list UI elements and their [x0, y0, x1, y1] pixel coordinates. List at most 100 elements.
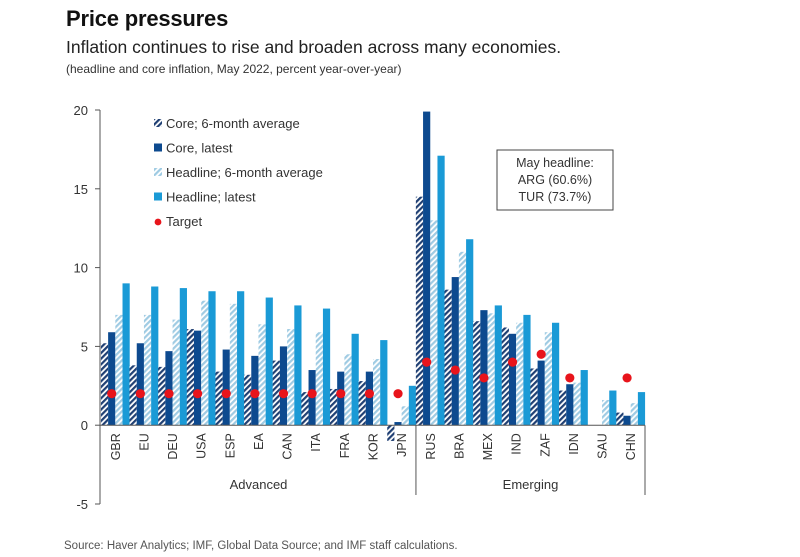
annotation-line-3: TUR (73.7%) [519, 190, 592, 204]
x-tick-label: CAN [281, 433, 295, 459]
target-dot-fra [336, 389, 346, 399]
y-axis: -5 0 5 10 15 20 [74, 103, 101, 512]
bar-core_latest-eu [136, 343, 144, 426]
bar-core_6m-rus [415, 196, 424, 426]
bar-core_6m-esp [215, 371, 223, 426]
group-label-advanced: Advanced [230, 477, 288, 492]
x-tick-label: GBR [109, 433, 123, 460]
target-dot-eu [135, 389, 145, 399]
target-dot-gbr [107, 389, 117, 399]
bar-core_6m-gbr [100, 343, 109, 426]
legend-swatch-headline_latest [154, 192, 162, 201]
bar-headline_6m-can [287, 329, 295, 426]
bar-headline_6m-chn [630, 403, 638, 426]
chart-note: (headline and core inflation, May 2022, … [66, 62, 402, 76]
x-axis: GBR EU DEU USA ESP EA CAN ITA FRA KOR JPN RUS BRA MEX… [100, 424, 646, 495]
bar-core_latest-gbr [108, 332, 116, 426]
target-dot-usa [193, 389, 203, 399]
bar-core_latest-mex [480, 310, 488, 426]
bar-headline_latest-kor [380, 340, 388, 426]
bar-headline_6m-esp [229, 303, 238, 426]
target-dot-chn [622, 373, 632, 383]
x-tick-label: ESP [223, 433, 237, 458]
bar-core_6m-ind [501, 327, 509, 426]
bar-core_6m-kor [358, 381, 366, 426]
legend-swatch-target [154, 218, 162, 226]
x-tick-label: FRA [338, 433, 352, 459]
target-dot-mex [479, 373, 489, 383]
x-tick-label: ITA [309, 433, 323, 452]
legend-swatch-core_6m [154, 119, 162, 127]
bar-core_latest-zaf [537, 360, 545, 426]
bar-headline_6m-ita [315, 332, 323, 426]
target-dot-ita [307, 389, 317, 399]
x-tick-label: BRA [452, 433, 466, 459]
bar-headline_6m-zaf [544, 332, 552, 426]
target-dot-jpn [393, 389, 403, 399]
x-tick-label: DEU [166, 433, 180, 459]
bar-headline_6m-mex [487, 313, 495, 426]
bar-headline_6m-idn [573, 382, 581, 426]
bar-headline_latest-ea [265, 297, 273, 426]
target-dot-rus [422, 357, 432, 367]
y-tick-label: 10 [74, 261, 88, 276]
bar-headline_6m-ea [258, 324, 266, 426]
x-tick-label: KOR [367, 433, 381, 460]
bar-headline_latest-deu [179, 288, 187, 426]
bar-core_6m-deu [158, 366, 166, 426]
legend-swatch-core_latest [154, 143, 162, 152]
annotation-border [496, 149, 614, 211]
group-label-emerging: Emerging [503, 477, 559, 492]
x-tick-label: IDN [567, 433, 581, 455]
bar-headline_6m-eu [143, 314, 152, 426]
targets-layer [107, 349, 632, 399]
x-tick-label: JPN [395, 433, 409, 457]
bar-core_latest-ind [508, 333, 517, 426]
bar-headline_6m-deu [172, 319, 180, 426]
x-tick-label: USA [195, 433, 209, 459]
target-dot-kor [364, 389, 374, 399]
bars-layer [100, 111, 646, 441]
x-tick-label: IND [510, 433, 524, 455]
bar-headline_6m-ind [516, 322, 524, 426]
y-tick-label: -5 [76, 497, 88, 512]
chart-title: Price pressures [66, 6, 229, 31]
bar-headline_latest-sau [609, 390, 617, 426]
chart-subtitle: Inflation continues to rise and broaden … [66, 37, 562, 57]
x-tick-label: EA [252, 433, 266, 450]
target-dot-ea [250, 389, 260, 399]
target-dot-zaf [536, 349, 546, 359]
legend-label-core_6m: Core; 6-month average [166, 116, 300, 131]
annotation-line-2: ARG (60.6%) [518, 173, 592, 187]
bar-core_6m-fra [329, 388, 338, 426]
bar-core_6m-ea [244, 374, 252, 426]
bar-headline_latest-idn [580, 370, 588, 426]
y-tick-label: 0 [81, 418, 88, 433]
bar-headline_6m-gbr [115, 314, 123, 426]
legend-swatch-headline_6m [154, 168, 162, 176]
bar-core_6m-eu [129, 365, 137, 426]
bar-core_latest-kor [365, 371, 373, 426]
target-dot-ind [507, 357, 518, 367]
bar-headline_6m-rus [430, 220, 438, 426]
bar-headline_latest-usa [208, 291, 216, 426]
y-tick-label: 15 [74, 182, 88, 197]
target-dot-can [278, 389, 289, 399]
x-tick-label: ZAF [538, 433, 552, 457]
bar-headline_latest-mex [494, 305, 502, 426]
bar-core_6m-bra [444, 289, 452, 426]
bar-core_latest-chn [623, 415, 631, 426]
x-tick-label: MEX [481, 433, 495, 461]
bar-core_6m-chn [616, 412, 624, 426]
bar-headline_latest-can [294, 305, 302, 426]
bar-headline_latest-eu [151, 286, 159, 426]
bar-headline_latest-zaf [551, 322, 560, 426]
bar-core_latest-usa [194, 330, 202, 426]
bar-headline_latest-jpn [408, 385, 417, 426]
x-tick-label: CHN [624, 433, 638, 460]
bar-core_latest-rus [423, 111, 431, 426]
bar-headline_6m-kor [373, 359, 381, 426]
bar-core_6m-idn [559, 390, 567, 426]
bar-headline_latest-ita [322, 308, 331, 426]
